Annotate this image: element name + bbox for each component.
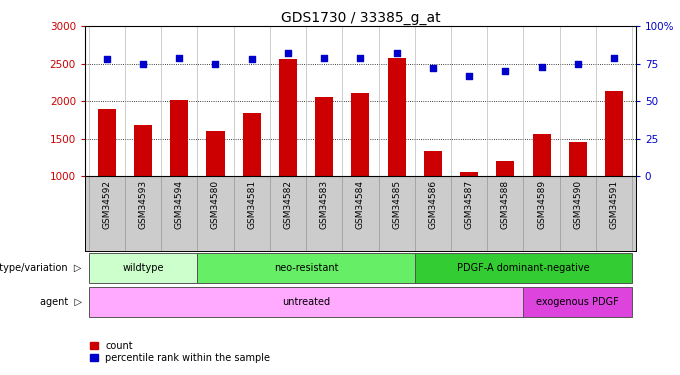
Bar	[532, 134, 551, 176]
FancyBboxPatch shape	[88, 286, 524, 317]
FancyBboxPatch shape	[524, 286, 632, 317]
Text: GSM34590: GSM34590	[573, 180, 582, 229]
Point	[319, 55, 330, 61]
Bar	[98, 109, 116, 176]
Bar	[134, 125, 152, 176]
Point	[500, 68, 511, 74]
Text: GSM34582: GSM34582	[284, 180, 292, 229]
Title: GDS1730 / 33385_g_at: GDS1730 / 33385_g_at	[281, 11, 440, 25]
Text: GSM34587: GSM34587	[464, 180, 473, 229]
Bar	[315, 98, 333, 176]
Point	[282, 50, 293, 56]
Point	[355, 55, 366, 61]
Text: GSM34584: GSM34584	[356, 180, 365, 229]
FancyBboxPatch shape	[88, 253, 197, 284]
FancyBboxPatch shape	[197, 253, 415, 284]
Point	[536, 64, 547, 70]
Text: genotype/variation  ▷: genotype/variation ▷	[0, 263, 82, 273]
Text: agent  ▷: agent ▷	[39, 297, 82, 307]
Bar	[568, 142, 587, 176]
Bar	[424, 151, 442, 176]
Point	[391, 50, 402, 56]
Text: GSM34593: GSM34593	[139, 180, 148, 229]
Text: GSM34588: GSM34588	[501, 180, 510, 229]
FancyBboxPatch shape	[415, 253, 632, 284]
Text: GSM34592: GSM34592	[102, 180, 112, 229]
Point	[609, 55, 619, 61]
Bar	[352, 93, 369, 176]
Text: GSM34591: GSM34591	[609, 180, 619, 229]
Point	[464, 73, 475, 79]
Point	[101, 56, 112, 62]
Point	[428, 65, 439, 71]
Bar	[496, 161, 514, 176]
Text: neo-resistant: neo-resistant	[274, 263, 338, 273]
Text: wildtype: wildtype	[122, 263, 164, 273]
Bar	[460, 172, 478, 176]
Point	[573, 61, 583, 67]
Text: GSM34583: GSM34583	[320, 180, 328, 229]
Point	[210, 61, 221, 67]
Text: untreated: untreated	[282, 297, 330, 307]
Text: exogenous PDGF: exogenous PDGF	[537, 297, 619, 307]
Point	[137, 61, 148, 67]
Bar	[388, 58, 406, 176]
Text: GSM34581: GSM34581	[248, 180, 256, 229]
Bar	[605, 92, 623, 176]
Point	[174, 55, 185, 61]
Bar	[207, 130, 224, 176]
Text: PDGF-A dominant-negative: PDGF-A dominant-negative	[457, 263, 590, 273]
Text: GSM34589: GSM34589	[537, 180, 546, 229]
Bar	[243, 113, 260, 176]
Legend: count, percentile rank within the sample: count, percentile rank within the sample	[90, 341, 271, 363]
Text: GSM34585: GSM34585	[392, 180, 401, 229]
Text: GSM34580: GSM34580	[211, 180, 220, 229]
Text: GSM34594: GSM34594	[175, 180, 184, 229]
Point	[246, 56, 257, 62]
Bar	[279, 59, 297, 176]
Bar	[170, 100, 188, 176]
Text: GSM34586: GSM34586	[428, 180, 437, 229]
